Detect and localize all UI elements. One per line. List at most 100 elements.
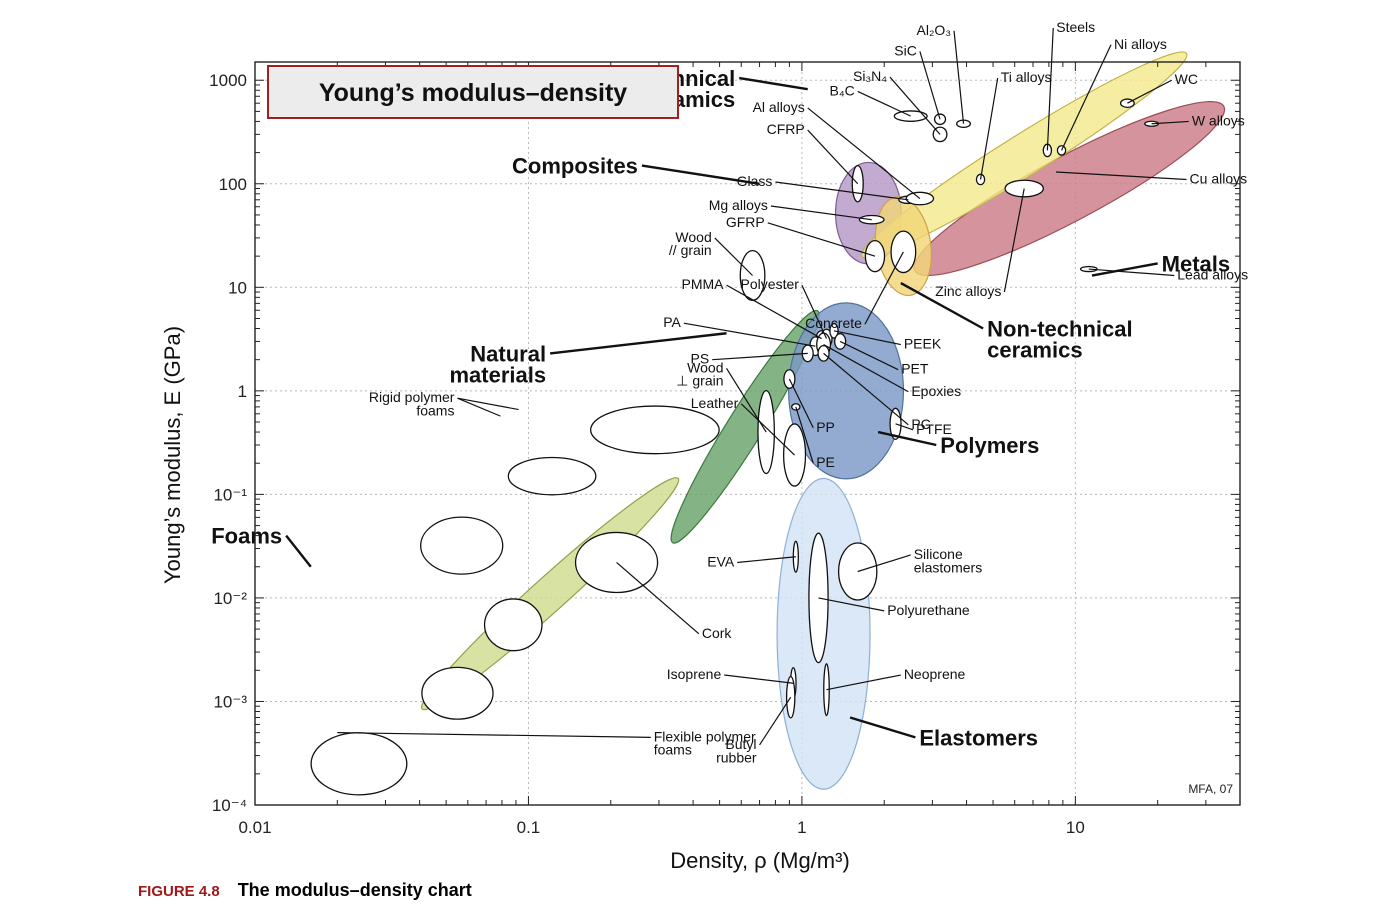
material-leader: [1003, 188, 1025, 293]
material-leader: [818, 597, 885, 612]
x-tick-label: 0.1: [517, 818, 541, 837]
y-tick-label: 1000: [209, 71, 247, 90]
material-leader: [833, 330, 901, 346]
material-label-wood-grain: Wood// grain: [669, 229, 712, 258]
chart-title: Young’s modulus–density: [319, 79, 627, 107]
material-label-cfrp: CFRP: [767, 121, 805, 137]
material-leader: [857, 554, 911, 573]
material-labels: Foams Natural materials Polymers Elastomers C…: [211, 19, 1248, 765]
material-leader: [740, 403, 795, 456]
material-leader: [826, 674, 901, 691]
material-label-ni-alloys: Ni alloys: [1114, 36, 1167, 52]
material-label-lead-alloys: Lead alloys: [1177, 267, 1248, 283]
material-label-leather: Leather: [691, 395, 739, 411]
material-leader: [737, 556, 796, 564]
material-label-mg-alloys: Mg alloys: [709, 197, 768, 213]
family-leader-non-technical-ceramics: [900, 281, 984, 330]
material-label-pc: PC: [911, 416, 930, 432]
material-label-glass: Glass: [737, 173, 773, 189]
material-leader: [712, 352, 808, 361]
material-label-polyurethane: Polyurethane: [887, 602, 970, 618]
figure-caption-text: The modulus–density chart: [237, 880, 472, 900]
material-label-pa: PA: [663, 314, 681, 330]
material-label-rigid-polymer-foams: Rigid polymer foams: [369, 389, 455, 418]
material-label-zinc-alloys: Zinc alloys: [935, 283, 1001, 299]
y-tick-label: 100: [219, 175, 247, 194]
material-bubble-rigid-polymer-foams: [589, 405, 720, 455]
material-label-wood-grain: Wood ⊥ grain: [676, 359, 723, 388]
material-leader: [616, 562, 700, 635]
material-label-si-n: Si₃N₄: [853, 68, 887, 84]
y-tick-label: 1: [238, 382, 247, 401]
material-label-pe: PE: [816, 454, 835, 470]
material-label-ti-alloys: Ti alloys: [1001, 69, 1052, 85]
material-label-steels: Steels: [1056, 19, 1095, 35]
material-leader: [775, 181, 909, 201]
material-leader: [801, 284, 828, 339]
material-bubble-unnamed-5: [310, 732, 408, 796]
material-leader: [1088, 268, 1175, 277]
figure-number: FIGURE 4.8: [138, 883, 220, 900]
material-leader: [1046, 27, 1054, 151]
material-leader: [857, 90, 911, 117]
material-label-w-alloys: W alloys: [1192, 112, 1245, 128]
material-label-peek: PEEK: [904, 336, 942, 352]
material-leader: [795, 406, 814, 464]
material-bubble-unnamed-2: [420, 516, 504, 575]
material-leader: [788, 378, 814, 429]
y-tick-label: 10⁻¹: [213, 485, 247, 504]
material-leader: [759, 696, 792, 746]
x-tick-label: 10: [1066, 818, 1085, 837]
family-leader-composites: [641, 164, 760, 185]
family-leader-technical-ceramics: [739, 76, 808, 91]
family-label-natural-materials: Natural materials: [449, 341, 546, 387]
material-bubbles: [310, 98, 1160, 796]
material-leader: [724, 674, 794, 684]
material-leader: [1056, 171, 1187, 181]
material-label-epoxies: Epoxies: [911, 383, 961, 399]
material-leader: [714, 237, 753, 276]
material-leader: [807, 129, 859, 185]
material-label-ps: PS: [691, 351, 710, 367]
axes: 0.01 0.1 1 10 1000 100 10 1 10⁻¹ 10⁻² 10⁻³ 10⁻⁴: [209, 61, 1241, 837]
family-leader-metals: [1091, 262, 1158, 277]
material-label-sic: SiC: [894, 42, 917, 58]
family-leader-foams: [285, 534, 312, 568]
family-label-elastomers: Elastomers: [919, 725, 1038, 750]
family-label-foams: Foams: [211, 524, 282, 549]
material-label-al-alloys: Al alloys: [753, 99, 805, 115]
material-leader: [864, 251, 904, 325]
material-label-b-c: B₄C: [830, 82, 855, 98]
material-label-pmma: PMMA: [682, 276, 725, 292]
material-bubble-pet: [834, 333, 847, 350]
chart-title-box: Young’s modulus–density: [267, 65, 679, 119]
material-leader: [767, 222, 876, 257]
material-bubble-unnamed-1: [507, 456, 597, 496]
y-tick-label: 10: [228, 278, 247, 297]
material-bubble-zinc-alloys: [1004, 179, 1044, 198]
material-leader: [895, 423, 914, 431]
material-label-pet: PET: [901, 361, 929, 377]
material-label-butyl-rubber: Butyl rubber: [716, 736, 757, 765]
material-leader: [807, 107, 921, 200]
material-label-eva: EVA: [707, 553, 735, 569]
material-leader: [770, 205, 872, 221]
material-label-wc: WC: [1175, 71, 1198, 87]
material-leader: [889, 76, 941, 135]
family-envelope-technical-ceramics: [860, 51, 1188, 259]
family-label-composites: Composites: [512, 154, 638, 179]
material-leader: [726, 284, 822, 340]
material-leader: [457, 397, 501, 417]
family-label-non-technical-ceramics: Non-technical ceramics: [987, 317, 1132, 363]
material-leader: [457, 397, 519, 411]
material-label-polyester: Polyester: [741, 276, 800, 292]
material-label-cork: Cork: [702, 625, 733, 641]
y-tick-label: 10⁻²: [213, 589, 247, 608]
material-leader: [953, 30, 965, 124]
material-label-isoprene: Isoprene: [667, 666, 722, 682]
material-bubble-unnamed-3: [483, 598, 543, 652]
family-label-metals: Metals: [1162, 251, 1230, 276]
material-label-cu-alloys: Cu alloys: [1190, 170, 1248, 186]
family-label-polymers: Polymers: [940, 433, 1039, 458]
y-tick-label: 10⁻³: [213, 692, 247, 711]
